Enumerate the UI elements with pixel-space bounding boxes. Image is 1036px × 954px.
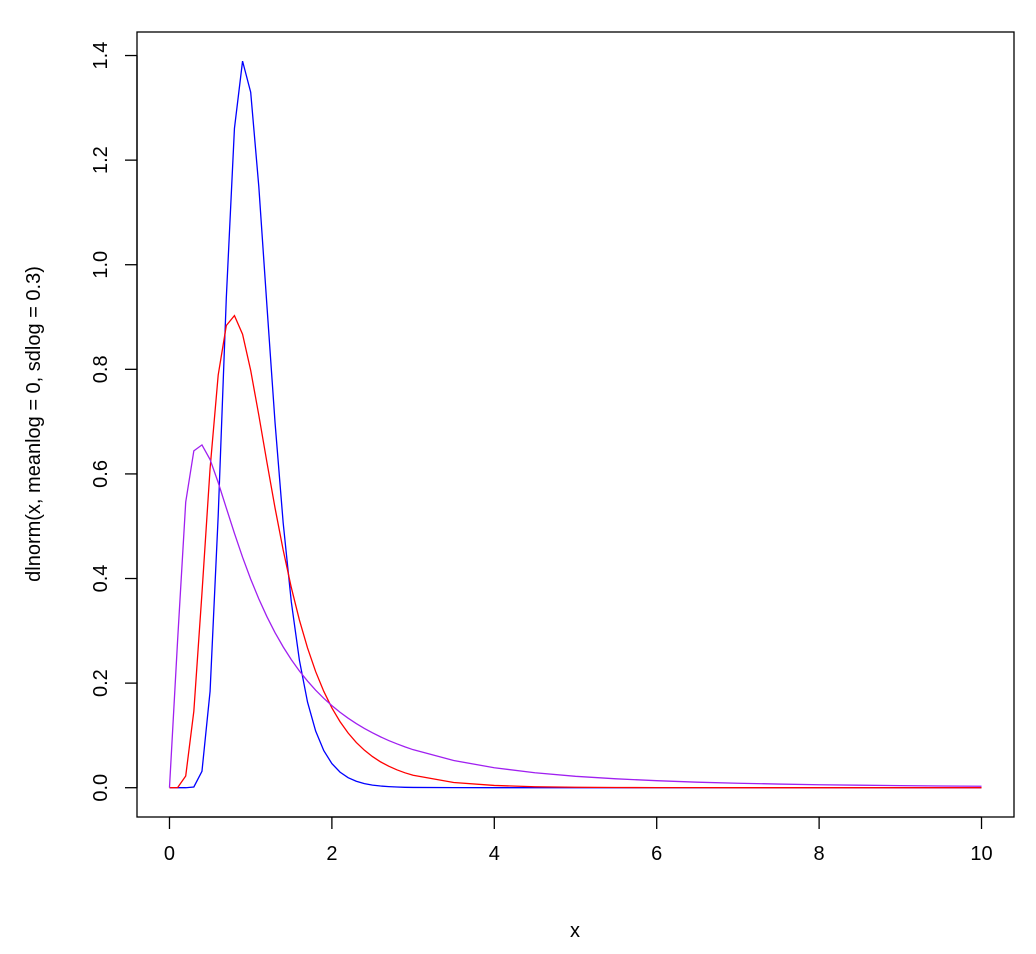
- y-tick-label: 0.2: [90, 669, 112, 697]
- y-tick-label: 0.6: [90, 460, 112, 488]
- y-tick-label: 0.8: [90, 355, 112, 383]
- x-tick-label: 10: [970, 843, 992, 865]
- y-axis-label: dlnorm(x, meanlog = 0, sdlog = 0.3): [23, 266, 45, 582]
- y-tick-label: 0.4: [90, 565, 112, 593]
- line-series: [168, 443, 982, 788]
- x-axis-label: x: [570, 920, 580, 942]
- x-tick-label: 2: [326, 843, 337, 865]
- x-tick-label: 6: [651, 843, 662, 865]
- line-series: [169, 60, 982, 789]
- plot-frame: [136, 31, 1015, 818]
- line-series: [169, 314, 982, 789]
- y-tick-label: 1.2: [90, 146, 112, 174]
- x-tick-label: 0: [164, 843, 175, 865]
- y-tick-label: 1.0: [90, 251, 112, 279]
- x-tick-label: 8: [814, 843, 825, 865]
- y-tick-label: 0.0: [90, 774, 112, 802]
- x-tick-label: 4: [489, 843, 500, 865]
- y-tick-label: 1.4: [90, 42, 112, 70]
